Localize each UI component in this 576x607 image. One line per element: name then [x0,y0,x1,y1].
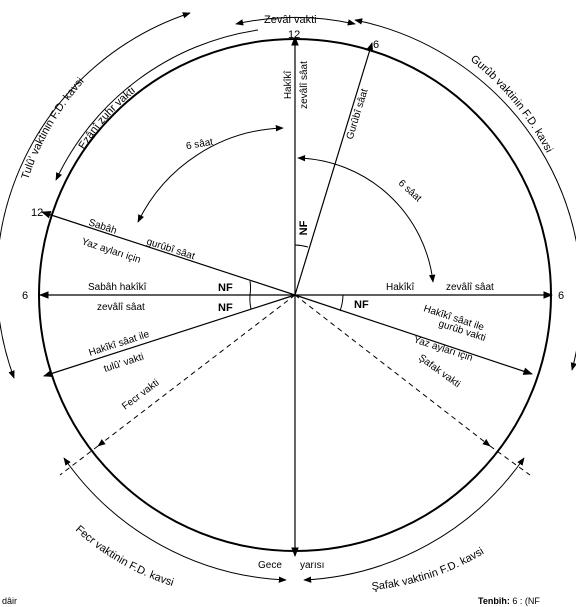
six-saat-right-label: 6 sâat [396,178,424,205]
twelve-left-label: 12 [31,207,43,219]
safak-kavsi-arc [303,457,525,583]
yaz-aylari-left-label: Yaz ayları için [80,236,142,265]
footer-left-text: dâir [2,596,17,606]
zevali-saat-right-label: zevâlî sâat [446,282,494,293]
safak-kavsi-label: Şafak vaktinin F.D. kavsi [371,545,486,593]
tulu-kavsi-text: Tulû' vaktinin F.D. kavsi [19,75,86,181]
twelve-top-label: 12 [288,29,300,41]
gurub-kavsi-label: Gurûb vaktinin F.D. kavsi [468,53,555,155]
zevali-saat-left-label: zevâlî sâat [97,302,145,313]
tulu-kavsi-arc [0,12,191,379]
nf-arc-right [339,294,344,312]
six-saat-arc-right [297,155,436,283]
gurub-kavsi-arc [354,18,576,371]
safak-dashed-extension [489,445,531,476]
sabah-hakiki-label: Sabâh hakîkî [88,282,148,293]
nf-label-left-upper: NF [218,282,233,294]
sabah-gurubi-line [41,211,296,296]
nf-arc-bottom-left [249,294,252,310]
six-saat-arc-left [137,125,284,223]
zevali-vakti-label: Zevâl vakti [264,14,317,26]
sabah-label: Sabâh [87,217,118,236]
hakiki-label-vertical: Hakîkî [283,70,294,100]
six-right-label: 6 [558,290,564,302]
six-left-label: 6 [22,290,28,302]
fecr-vakti-label: Fecr vakti [120,378,161,413]
gurubi-saat2-label: gurûbî sâat [145,236,196,262]
tulu-vakti-line [43,294,296,378]
tenbih-rest: 6 : (NF [510,596,541,606]
hakiki-right-label: Hakîkî [386,282,416,293]
nf-arc-top [294,244,309,248]
fecr-dashed-extension [59,445,99,476]
gurub-vakti-line [294,294,533,375]
nf-label-left-lower: NF [218,302,233,314]
ezani-zuhr-text: Ezânî zuhr vakti [76,85,137,152]
tenbih-bold: Tenbîh: [478,596,510,606]
zevali-saat-label-vertical: zevâlî sâat [299,61,310,109]
gurubi-saat-label: Gurûbî sâat [345,87,371,140]
fecr-kavsi-text: Fecr vaktinin F.D. kavsi [73,523,175,589]
ezani-zuhr-label: Ezânî zuhr vakti [76,85,137,152]
gurub-kavsi-text: Gurûb vaktinin F.D. kavsi [468,53,555,155]
ezani-zuhr-arc [55,29,259,181]
six-top-right-label: 6 [373,39,379,51]
six-saat-left-label: 6 sâat [185,137,214,153]
zevali-vakti-arc [235,16,356,26]
yarisi-label: yarısı [300,560,324,571]
tulu-kavsi-label: Tulû' vaktinin F.D. kavsi [19,75,86,181]
footer-right-text: Tenbîh: 6 : (NF [478,596,540,606]
gece-label: Gece [258,560,282,571]
fecr-dashed-line [97,294,296,447]
safak-kavsi-text: Şafak vaktinin F.D. kavsi [371,545,486,593]
nf-arc-left [249,280,252,296]
fecr-kavsi-label: Fecr vaktinin F.D. kavsi [73,523,175,589]
nf-label-right: NF [354,299,369,311]
fecr-kavsi-arc [63,457,287,583]
nf-label-vertical: NF [298,220,310,235]
